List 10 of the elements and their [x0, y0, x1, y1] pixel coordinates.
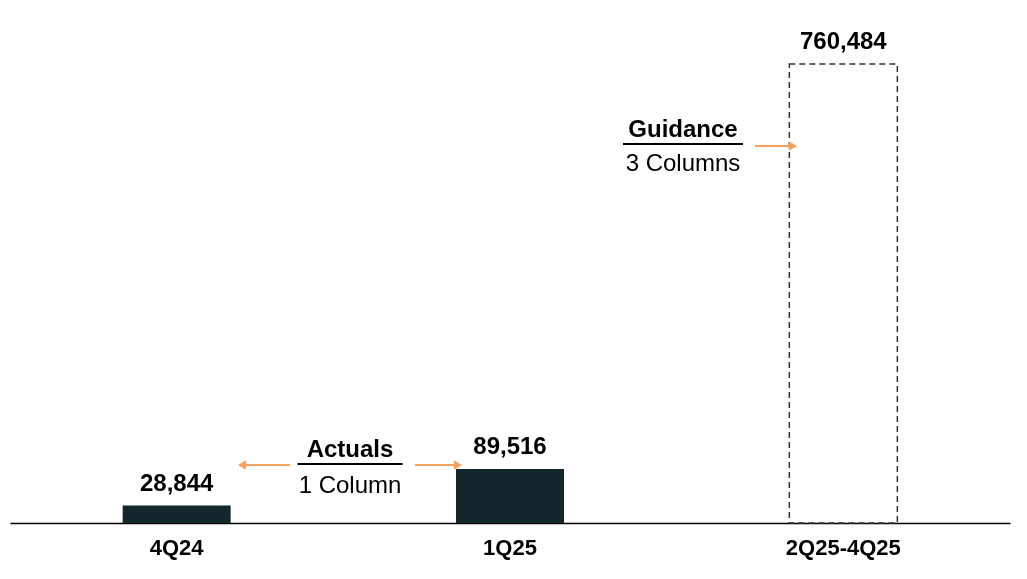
annotation: Actuals	[306, 435, 394, 462]
x-tick-label: 1Q25	[483, 534, 537, 560]
annotation: Guidance	[628, 115, 738, 142]
data-label: 760,484	[799, 26, 888, 54]
data-label: 89,516	[473, 431, 547, 459]
data-label: 28,844	[139, 468, 215, 496]
annotation: 3 Columns	[625, 149, 741, 176]
x-tick-label: 4Q24	[149, 534, 205, 560]
x-tick-label: 2Q25-4Q25	[785, 534, 901, 560]
annotation: 1 Column	[298, 471, 402, 498]
